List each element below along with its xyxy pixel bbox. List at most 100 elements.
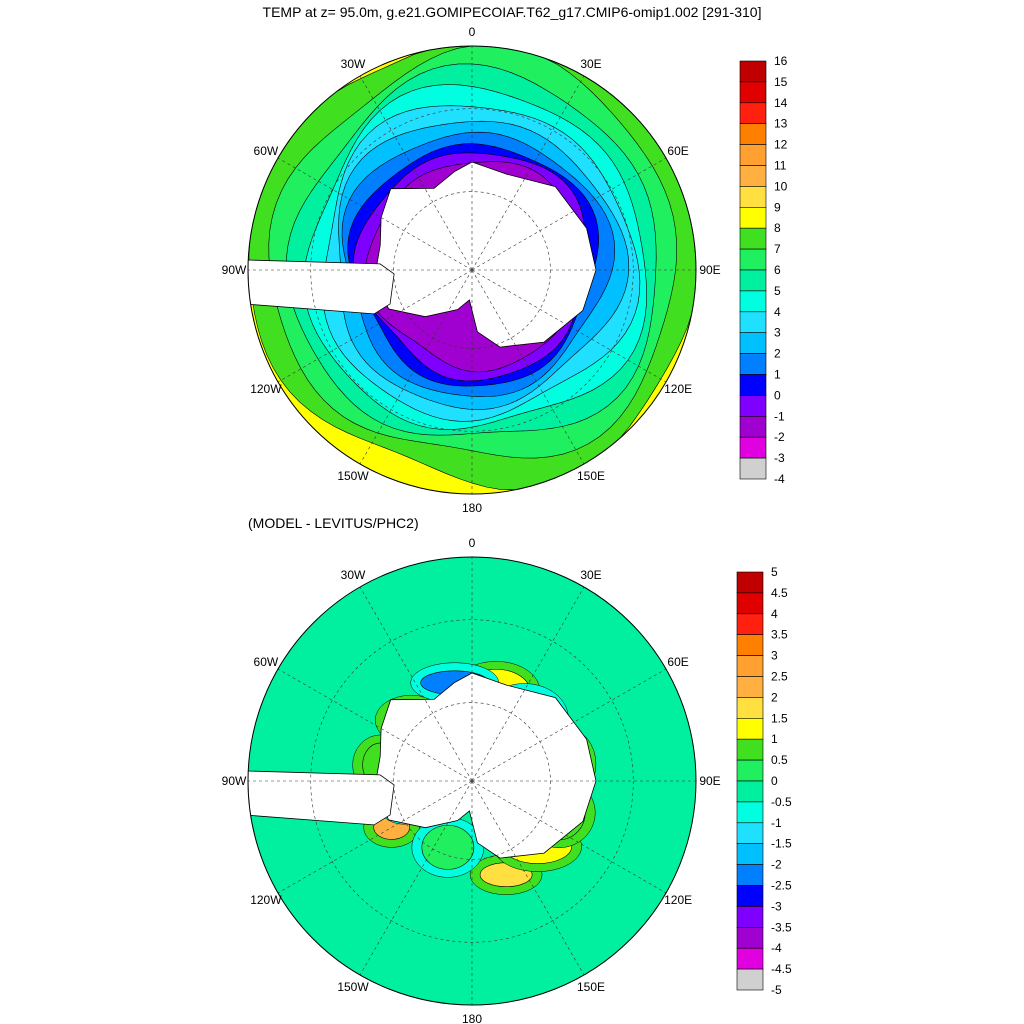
meridian-line (471, 780, 667, 894)
meridian-line (277, 269, 473, 383)
map-panel-1 (248, 46, 696, 494)
colorbar-box (736, 801, 764, 824)
lon-label: 60E (667, 144, 688, 158)
colorbar-label: 6 (774, 263, 781, 277)
meridian-line (471, 668, 667, 782)
colorbar-box (739, 457, 767, 480)
lon-label: 60E (667, 655, 688, 669)
meridian-line (359, 780, 473, 976)
colorbar-label: 15 (774, 75, 788, 89)
colorbar-label: 16 (774, 54, 788, 68)
colorbar-box (739, 395, 767, 417)
colorbar-box (739, 227, 767, 250)
colorbar-label: 14 (774, 96, 788, 110)
colorbar-label: 10 (774, 179, 788, 193)
colorbar-label: 4.5 (771, 586, 788, 600)
colorbar-box (736, 592, 764, 615)
lon-label: 30W (341, 568, 366, 582)
colorbar-label: 1 (771, 732, 778, 746)
colorbar-label: 5 (771, 565, 778, 579)
colorbar-box (736, 634, 764, 656)
colorbar-box (736, 947, 764, 970)
colorbar-box (739, 186, 767, 208)
lon-label: 90W (222, 774, 247, 788)
meridian-line (277, 668, 473, 782)
meridian-line (359, 269, 473, 465)
colorbar-label: 1 (774, 368, 781, 382)
map-boundary (247, 556, 697, 1006)
colorbar-box (739, 311, 767, 333)
colorbar-label: 13 (774, 117, 788, 131)
colorbar-label: -3 (771, 899, 782, 913)
colorbar-box (736, 906, 764, 928)
lon-label: 150E (577, 469, 605, 483)
colorbar-box (739, 290, 767, 313)
lon-label: 150W (337, 469, 369, 483)
antarctica-land (373, 161, 597, 348)
colorbar-label: 2 (771, 690, 778, 704)
colorbar-box (736, 843, 764, 865)
colorbar-label: -3.5 (771, 920, 792, 934)
latitude-circle (310, 619, 634, 943)
colorbar-box (739, 123, 767, 145)
south-america-land (248, 259, 395, 315)
colorbar-box (739, 269, 767, 292)
colorbar-box (736, 822, 764, 844)
colorbar-label: 4 (774, 305, 781, 319)
colorbar-box (736, 676, 764, 698)
colorbar-box (736, 780, 764, 803)
lon-label: 180 (462, 1012, 482, 1024)
colorbar-box (736, 864, 764, 886)
meridian-line (471, 157, 667, 271)
antarctica-land (373, 672, 597, 859)
colorbar-label: 5 (774, 284, 781, 298)
diff-subtitle: (MODEL - LEVITUS/PHC2) (248, 515, 419, 531)
colorbar-label: 0.5 (771, 753, 788, 767)
lon-label: 30E (580, 568, 601, 582)
colorbar-box (736, 759, 764, 782)
lon-label: 120W (250, 382, 282, 396)
colorbar-label: -5 (771, 983, 782, 997)
colorbar-box (736, 738, 764, 761)
colorbar-label: -4.5 (771, 962, 792, 976)
colorbar-box (739, 332, 767, 354)
anomaly-blob (421, 825, 475, 870)
map-boundary (247, 45, 697, 495)
lon-label: 30W (341, 57, 366, 71)
latitude-circle (310, 108, 634, 432)
colorbar-box (736, 926, 764, 949)
colorbar-label: -2 (774, 430, 785, 444)
colorbar-box (739, 248, 767, 271)
colorbar-label: 0 (774, 388, 781, 402)
colorbar-box (736, 613, 764, 635)
colorbar-label: 3.5 (771, 628, 788, 642)
meridian-line (471, 75, 585, 271)
lon-label: 150W (337, 980, 369, 994)
colorbar-box (736, 655, 764, 677)
meridian-line (471, 780, 585, 976)
colorbar-label: 9 (774, 200, 781, 214)
colorbar-box (736, 717, 764, 740)
colorbar-box (739, 102, 767, 125)
colorbar-box (739, 81, 767, 104)
lon-label: 90W (222, 263, 247, 277)
lon-label: 90E (699, 774, 720, 788)
lon-label: 0 (469, 536, 476, 550)
colorbar-box (739, 165, 767, 187)
meridian-line (471, 269, 667, 383)
meridian-line (359, 75, 473, 271)
colorbar-box (736, 697, 764, 719)
colorbar-label: -3 (774, 451, 785, 465)
colorbar-box (739, 436, 767, 459)
colorbar-label: 11 (774, 159, 787, 173)
colorbar-label: -1 (774, 409, 785, 423)
lon-label: 30E (580, 57, 601, 71)
meridian-line (359, 586, 473, 782)
colorbar-label: -0.5 (771, 795, 792, 809)
colorbar-box (739, 415, 767, 438)
colorbar-label: 3 (774, 326, 781, 340)
colorbar-label: -2.5 (771, 879, 792, 893)
colorbar-label: 3 (771, 649, 778, 663)
colorbar-label: 8 (774, 221, 781, 235)
